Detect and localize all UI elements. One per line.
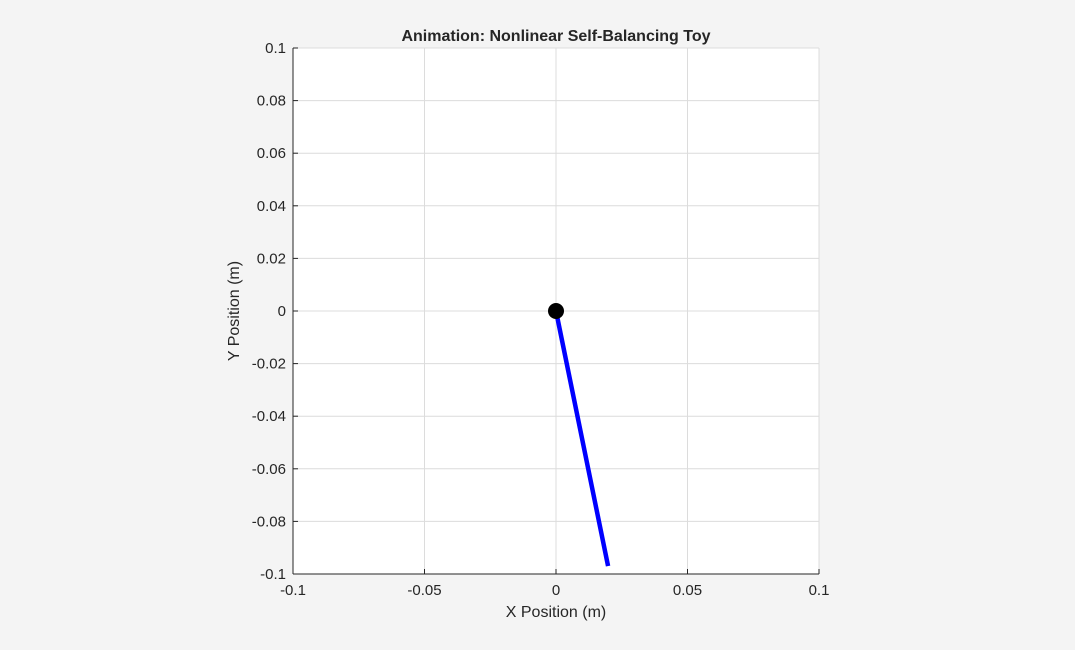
y-axis-label: Y Position (m): [226, 261, 243, 361]
y-tick-label: -0.1: [260, 566, 286, 583]
axis-layer: [292, 47, 820, 575]
y-tick-label: 0.1: [265, 40, 286, 57]
y-tick-label: 0: [278, 303, 286, 320]
y-tick-label: -0.08: [252, 513, 286, 530]
chart-title: Animation: Nonlinear Self-Balancing Toy: [401, 28, 710, 45]
y-tick-label: 0.04: [257, 198, 286, 215]
pivot-point: [548, 303, 564, 319]
data-layer: [548, 303, 611, 567]
x-tick-label: -0.1: [280, 582, 306, 599]
y-tick-label: -0.02: [252, 356, 286, 373]
y-tick-label: 0.06: [257, 145, 286, 162]
y-tick-label: 0.08: [257, 93, 286, 110]
x-tick-label: 0.05: [673, 582, 702, 599]
y-tick-label: -0.04: [252, 408, 286, 425]
rod-line: [553, 310, 611, 567]
x-tick-label: 0: [552, 582, 560, 599]
y-tick-label: 0.02: [257, 250, 286, 267]
tick-label-layer: -0.1 -0.05 0 0.05 0.1 0.1 0.08 0.06 0.04 0.02 0 -0.…: [252, 40, 830, 599]
y-tick-label: -0.06: [252, 461, 286, 478]
x-tick-label: -0.05: [407, 582, 441, 599]
x-tick-label: 0.1: [809, 582, 830, 599]
x-axis-label: X Position (m): [506, 604, 606, 621]
